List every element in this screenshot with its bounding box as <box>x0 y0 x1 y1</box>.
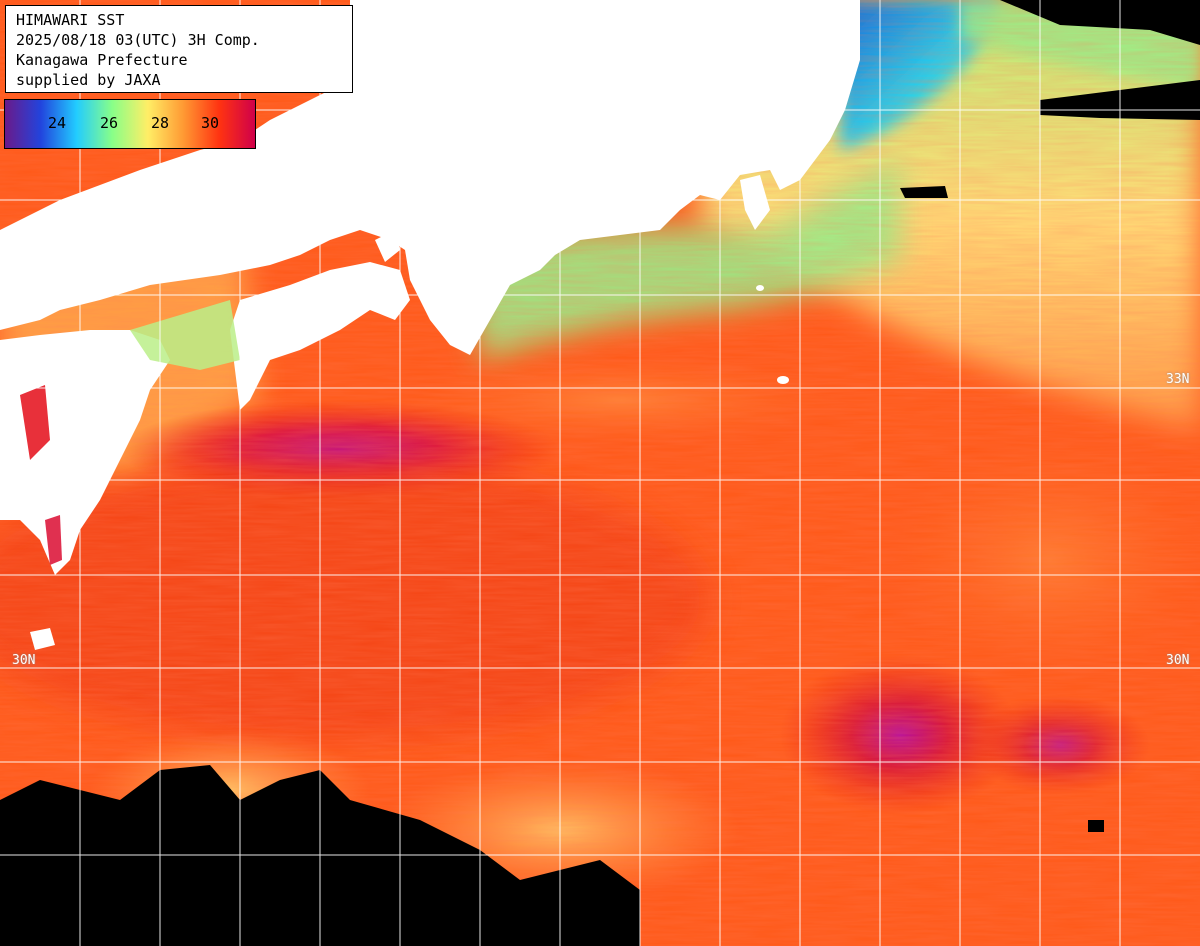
land <box>0 0 860 650</box>
title-line-3: Kanagawa Prefecture <box>16 51 188 69</box>
legend-tick-26: 26 <box>99 114 119 132</box>
nodata-small <box>1088 820 1104 832</box>
lat-label-left-30n: 30N <box>12 653 36 668</box>
title-box: HIMAWARI SST 2025/08/18 03(UTC) 3H Comp.… <box>5 5 353 93</box>
title-line-1: HIMAWARI SST <box>16 11 125 29</box>
nodata-ne-3 <box>900 186 948 198</box>
land-izu <box>740 175 770 230</box>
land-awaji <box>375 230 400 262</box>
legend-tick-28: 28 <box>150 114 170 132</box>
title-line-2: 2025/08/18 03(UTC) 3H Comp. <box>16 31 260 49</box>
legend-tick-24: 24 <box>47 114 67 132</box>
color-legend: 24 26 28 30 <box>4 99 256 149</box>
land-islet-2 <box>756 285 764 291</box>
bay-warm-1 <box>20 385 50 460</box>
bay-warm-2 <box>45 515 62 565</box>
title-line-4: supplied by JAXA <box>16 71 161 89</box>
land-islet-1 <box>777 376 789 384</box>
legend-tick-30: 30 <box>200 114 220 132</box>
land-kii <box>520 200 555 250</box>
land-honshu <box>0 0 860 355</box>
land-island-sw <box>30 628 55 650</box>
lat-label-right-30n: 30N <box>1166 653 1190 668</box>
land-boso <box>780 135 805 180</box>
lat-label-right-33n: 33N <box>1166 372 1190 387</box>
land-island-w2 <box>0 415 18 480</box>
inland-sea-green <box>130 300 240 370</box>
nodata-ne-2 <box>1000 0 1200 45</box>
legend-color-bar <box>5 100 255 148</box>
